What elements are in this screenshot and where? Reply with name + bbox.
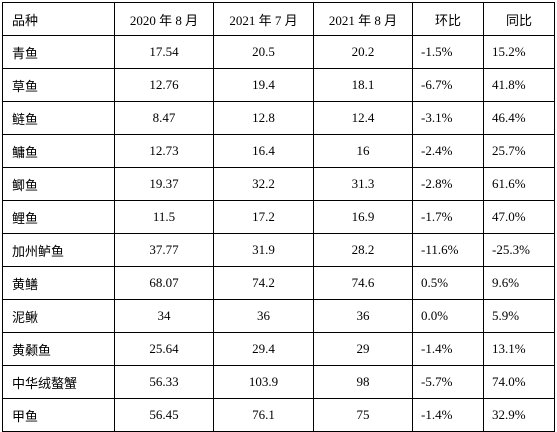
price-2021-jul-cell: 17.2 [213,200,314,234]
species-cell: 草鱼 [2,68,115,102]
price-2020-aug-cell: 12.73 [114,134,214,168]
price-2021-jul-cell: 74.2 [213,266,314,300]
price-2021-jul-cell: 20.5 [213,35,314,69]
yoy-change-cell: -25.3% [483,233,555,267]
table-row: 黄鳝 68.07 74.2 74.6 0.5% 9.6% [2,266,555,300]
price-2020-aug-cell: 68.07 [114,266,214,300]
price-2021-jul-cell: 36 [213,299,314,333]
price-2020-aug-cell: 17.54 [114,35,214,69]
price-2021-aug-cell: 75 [313,398,413,432]
mom-change-cell: -2.8% [412,167,484,201]
price-2021-aug-cell: 16.9 [313,200,413,234]
price-2021-aug-cell: 74.6 [313,266,413,300]
price-2021-aug-cell: 20.2 [313,35,413,69]
price-2020-aug-cell: 56.33 [114,365,214,399]
mom-change-cell: -5.7% [412,365,484,399]
header-mom: 环比 [412,2,484,36]
yoy-change-cell: 32.9% [483,398,555,432]
mom-change-cell: 0.0% [412,299,484,333]
price-2021-aug-cell: 12.4 [313,101,413,135]
table-row: 青鱼 17.54 20.5 20.2 -1.5% 15.2% [2,35,555,69]
yoy-change-cell: 74.0% [483,365,555,399]
price-2021-jul-cell: 16.4 [213,134,314,168]
header-species: 品种 [2,2,115,36]
yoy-change-cell: 5.9% [483,299,555,333]
yoy-change-cell: 46.4% [483,101,555,135]
header-2021-aug: 2021 年 8 月 [313,2,413,36]
species-cell: 鲫鱼 [2,167,115,201]
table-row: 鲤鱼 11.5 17.2 16.9 -1.7% 47.0% [2,200,555,234]
price-2021-aug-cell: 36 [313,299,413,333]
mom-change-cell: -1.4% [412,332,484,366]
table-row: 草鱼 12.76 19.4 18.1 -6.7% 41.8% [2,68,555,102]
species-cell: 中华绒螯蟹 [2,365,115,399]
price-2020-aug-cell: 56.45 [114,398,214,432]
price-2021-aug-cell: 29 [313,332,413,366]
price-2021-aug-cell: 18.1 [313,68,413,102]
price-2020-aug-cell: 37.77 [114,233,214,267]
price-2020-aug-cell: 25.64 [114,332,214,366]
header-yoy: 同比 [483,2,555,36]
mom-change-cell: -3.1% [412,101,484,135]
price-2020-aug-cell: 8.47 [114,101,214,135]
header-2020-aug: 2020 年 8 月 [114,2,214,36]
table-row: 鲫鱼 19.37 32.2 31.3 -2.8% 61.6% [2,167,555,201]
table-row: 鳙鱼 12.73 16.4 16 -2.4% 25.7% [2,134,555,168]
price-2021-jul-cell: 32.2 [213,167,314,201]
species-cell: 鲤鱼 [2,200,115,234]
price-2021-jul-cell: 12.8 [213,101,314,135]
price-2021-aug-cell: 28.2 [313,233,413,267]
table-row: 甲鱼 56.45 76.1 75 -1.4% 32.9% [2,398,555,432]
mom-change-cell: -11.6% [412,233,484,267]
price-2020-aug-cell: 34 [114,299,214,333]
mom-change-cell: -1.5% [412,35,484,69]
price-2020-aug-cell: 11.5 [114,200,214,234]
table-row: 泥鳅 34 36 36 0.0% 5.9% [2,299,555,333]
price-2021-aug-cell: 31.3 [313,167,413,201]
table-row: 黄颡鱼 25.64 29.4 29 -1.4% 13.1% [2,332,555,366]
yoy-change-cell: 47.0% [483,200,555,234]
yoy-change-cell: 25.7% [483,134,555,168]
mom-change-cell: -1.7% [412,200,484,234]
table-row: 中华绒螯蟹 56.33 103.9 98 -5.7% 74.0% [2,365,555,399]
species-cell: 青鱼 [2,35,115,69]
price-2021-jul-cell: 31.9 [213,233,314,267]
yoy-change-cell: 9.6% [483,266,555,300]
yoy-change-cell: 13.1% [483,332,555,366]
price-2021-aug-cell: 16 [313,134,413,168]
yoy-change-cell: 61.6% [483,167,555,201]
species-cell: 加州鲈鱼 [2,233,115,267]
header-row: 品种 2020 年 8 月 2021 年 7 月 2021 年 8 月 环比 同… [2,2,555,36]
price-2021-jul-cell: 103.9 [213,365,314,399]
table-row: 加州鲈鱼 37.77 31.9 28.2 -11.6% -25.3% [2,233,555,267]
species-cell: 黄颡鱼 [2,332,115,366]
price-2021-jul-cell: 29.4 [213,332,314,366]
yoy-change-cell: 41.8% [483,68,555,102]
species-cell: 黄鳝 [2,266,115,300]
species-cell: 鳙鱼 [2,134,115,168]
price-2020-aug-cell: 19.37 [114,167,214,201]
mom-change-cell: -6.7% [412,68,484,102]
species-cell: 甲鱼 [2,398,115,432]
mom-change-cell: -2.4% [412,134,484,168]
price-2021-jul-cell: 19.4 [213,68,314,102]
yoy-change-cell: 15.2% [483,35,555,69]
species-cell: 鲢鱼 [2,101,115,135]
price-2021-aug-cell: 98 [313,365,413,399]
header-2021-jul: 2021 年 7 月 [213,2,314,36]
table-row: 鲢鱼 8.47 12.8 12.4 -3.1% 46.4% [2,101,555,135]
species-cell: 泥鳅 [2,299,115,333]
price-2020-aug-cell: 12.76 [114,68,214,102]
mom-change-cell: 0.5% [412,266,484,300]
